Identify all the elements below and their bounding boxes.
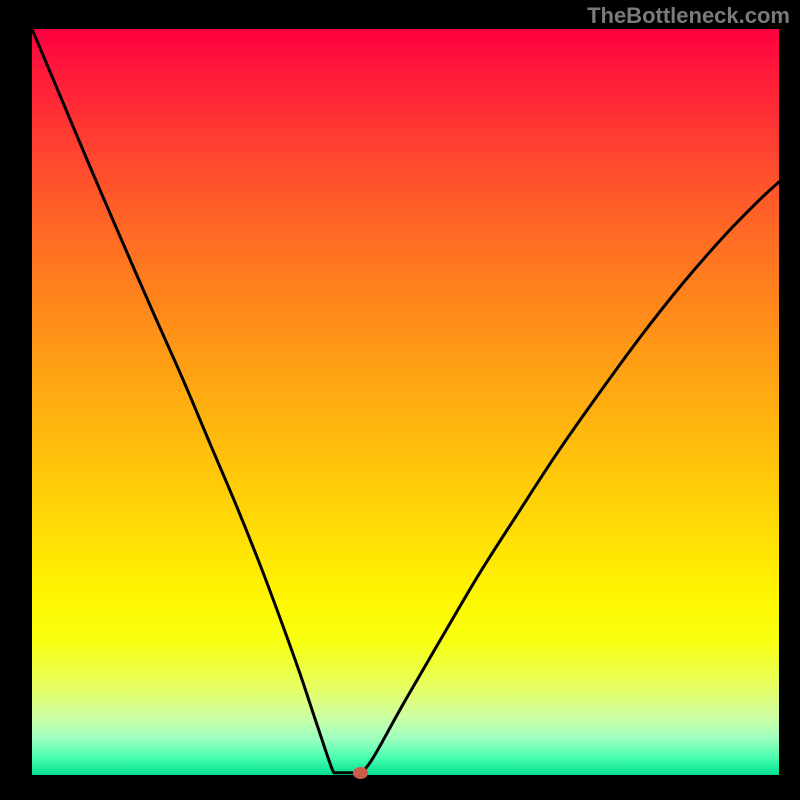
curve-svg [32, 29, 779, 775]
bottleneck-curve [32, 29, 779, 773]
plot-area [32, 29, 779, 775]
minimum-marker [353, 767, 368, 779]
chart-container: TheBottleneck.com [0, 0, 800, 800]
watermark-label: TheBottleneck.com [587, 3, 790, 29]
